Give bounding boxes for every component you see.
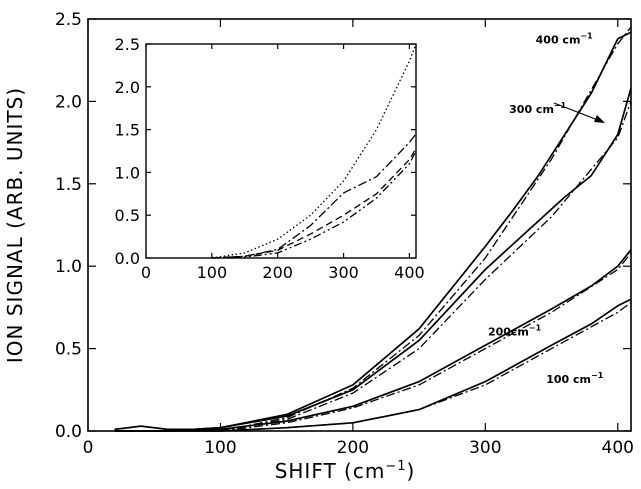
inset-x-tick-label: 300 <box>328 263 359 282</box>
main-y-tick-label: 1.5 <box>55 175 82 195</box>
inset-x-tick-label: 100 <box>197 263 228 282</box>
y-axis-label: ION SIGNAL (ARB. UNITS) <box>3 87 27 363</box>
inset-x-tick-label: 0 <box>141 263 151 282</box>
inset-plot-frame <box>146 44 416 258</box>
main-y-tick-label: 2.0 <box>55 92 82 112</box>
inset-y-tick-label: 1.5 <box>115 121 140 140</box>
main-y-tick-label: 1.0 <box>55 257 82 277</box>
main-y-tick-label: 0.0 <box>55 422 82 442</box>
main-y-tick-label: 2.5 <box>55 10 82 30</box>
main-x-tick-label: 300 <box>469 438 501 458</box>
inset-x-tick-label: 400 <box>394 263 425 282</box>
inset-chart: 0 100 200 300 400 0.0 0.5 1.0 1.5 2.0 2.5 <box>115 35 425 282</box>
x-axis-label: SHIFT (cm−1) <box>275 459 416 483</box>
main-series-line-6 <box>115 299 632 431</box>
series-annotations: 400 cm−1 300 cm−1 200cm−1 100 cm−1 <box>488 32 604 386</box>
inset-y-tick-label: 2.5 <box>115 35 140 54</box>
main-x-tick-label: 400 <box>602 438 634 458</box>
main-series-line-4 <box>115 250 632 431</box>
main-x-tick-label: 100 <box>204 438 236 458</box>
annotation-arrowhead-300 <box>594 115 605 123</box>
inset-y-tick-label: 1.0 <box>115 163 140 182</box>
main-x-tick-label: 200 <box>337 438 369 458</box>
inset-y-tick-label: 0.5 <box>115 206 140 225</box>
annotation-a400: 400 cm−1 <box>536 32 593 47</box>
inset-y-tick-label: 2.0 <box>115 78 140 97</box>
inset-y-tick-label: 0.0 <box>115 249 140 268</box>
annotation-a200: 200cm−1 <box>488 323 542 338</box>
main-x-tick-label: 0 <box>83 438 94 458</box>
inset-x-tick-label: 200 <box>262 263 293 282</box>
annotation-a100: 100 cm−1 <box>546 371 603 386</box>
main-y-tick-label: 0.5 <box>55 340 82 360</box>
annotation-a300: 300 cm−1 <box>509 101 566 116</box>
